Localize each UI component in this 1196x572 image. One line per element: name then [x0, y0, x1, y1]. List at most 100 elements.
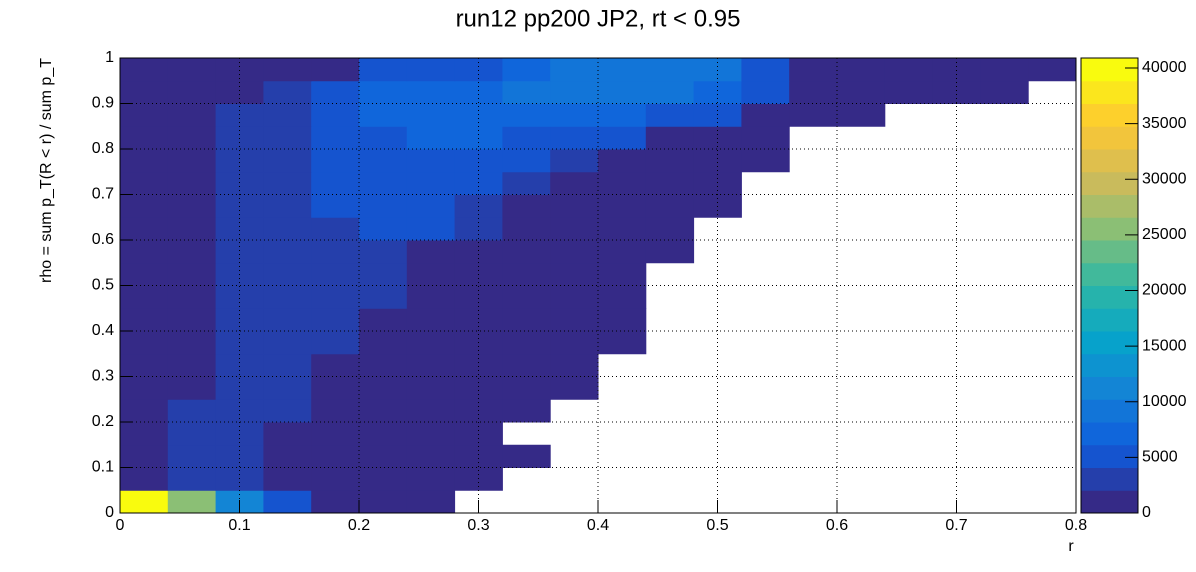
cell — [167, 262, 217, 286]
cell — [550, 217, 599, 241]
cell — [406, 58, 456, 82]
y-tick-label: 0.2 — [92, 413, 114, 430]
cell — [598, 126, 647, 150]
cell — [263, 490, 312, 514]
cell — [837, 103, 886, 127]
x-tick-label: 0.3 — [467, 517, 489, 534]
cell — [263, 194, 312, 218]
cell — [167, 171, 217, 195]
cell — [120, 171, 169, 195]
cell — [263, 103, 312, 127]
cell — [263, 422, 312, 446]
colorbar-band — [1081, 331, 1138, 355]
cell — [598, 308, 647, 332]
cell — [406, 149, 456, 173]
colorbar-band — [1081, 217, 1138, 241]
cell — [359, 58, 408, 82]
cell — [359, 376, 408, 400]
cell — [167, 353, 217, 377]
cell — [215, 422, 264, 446]
cell — [598, 285, 647, 309]
colorbar-band — [1081, 444, 1138, 468]
cell — [693, 103, 742, 127]
cell — [120, 240, 169, 264]
cell — [550, 331, 599, 355]
cell — [359, 422, 408, 446]
cell — [550, 240, 599, 264]
cell — [359, 467, 408, 491]
cell — [215, 80, 264, 104]
cell — [167, 490, 217, 514]
x-tick-label: 0.1 — [228, 517, 250, 534]
cell — [311, 399, 360, 423]
cell — [693, 80, 742, 104]
cell — [120, 126, 169, 150]
cell — [550, 126, 599, 150]
cell — [359, 80, 408, 104]
cell — [263, 353, 312, 377]
cell — [215, 285, 264, 309]
cell — [454, 467, 503, 491]
x-tick-label: 0.4 — [587, 517, 609, 534]
x-tick-label: 0.5 — [706, 517, 728, 534]
cell — [789, 80, 838, 104]
colorbar-band — [1081, 126, 1138, 150]
cell — [406, 217, 456, 241]
cell — [359, 194, 408, 218]
cell — [120, 80, 169, 104]
cell — [550, 262, 599, 286]
cell — [359, 490, 408, 514]
cell — [406, 331, 456, 355]
cell — [645, 217, 695, 241]
cell — [120, 444, 169, 468]
cell — [502, 376, 551, 400]
y-tick-label: 0.6 — [92, 231, 114, 248]
cell — [645, 126, 695, 150]
y-tick-label: 0.3 — [92, 368, 114, 385]
cell — [598, 80, 647, 104]
cell — [167, 240, 217, 264]
cell — [215, 103, 264, 127]
cell — [263, 58, 312, 82]
cell — [502, 240, 551, 264]
cell — [167, 422, 217, 446]
cell — [263, 399, 312, 423]
cell — [502, 444, 551, 468]
cell — [167, 331, 217, 355]
colorbar-band — [1081, 240, 1138, 264]
cell — [598, 171, 647, 195]
cell — [120, 308, 169, 332]
x-tick-label: 0.2 — [348, 517, 370, 534]
colorbar-tick-label: 35000 — [1142, 115, 1187, 132]
cell — [120, 58, 169, 82]
cell — [263, 80, 312, 104]
cell — [550, 194, 599, 218]
cell — [359, 171, 408, 195]
y-tick-label: 0.8 — [92, 140, 114, 157]
cell — [598, 58, 647, 82]
x-tick-label: 0.6 — [826, 517, 848, 534]
cell — [263, 217, 312, 241]
cell — [406, 376, 456, 400]
cell — [693, 126, 742, 150]
y-tick-label: 0.1 — [92, 459, 114, 476]
cell — [167, 399, 217, 423]
cell — [215, 58, 264, 82]
colorbar-band — [1081, 103, 1138, 127]
cell — [167, 467, 217, 491]
cell — [741, 58, 790, 82]
cell — [645, 103, 695, 127]
colorbar-band — [1081, 80, 1138, 104]
cell — [311, 331, 360, 355]
cell — [120, 262, 169, 286]
cell — [454, 240, 503, 264]
cell — [502, 217, 551, 241]
cell — [932, 80, 981, 104]
cell — [502, 308, 551, 332]
cell — [550, 308, 599, 332]
cell — [693, 58, 742, 82]
cell — [120, 103, 169, 127]
cell — [263, 126, 312, 150]
cell — [406, 399, 456, 423]
